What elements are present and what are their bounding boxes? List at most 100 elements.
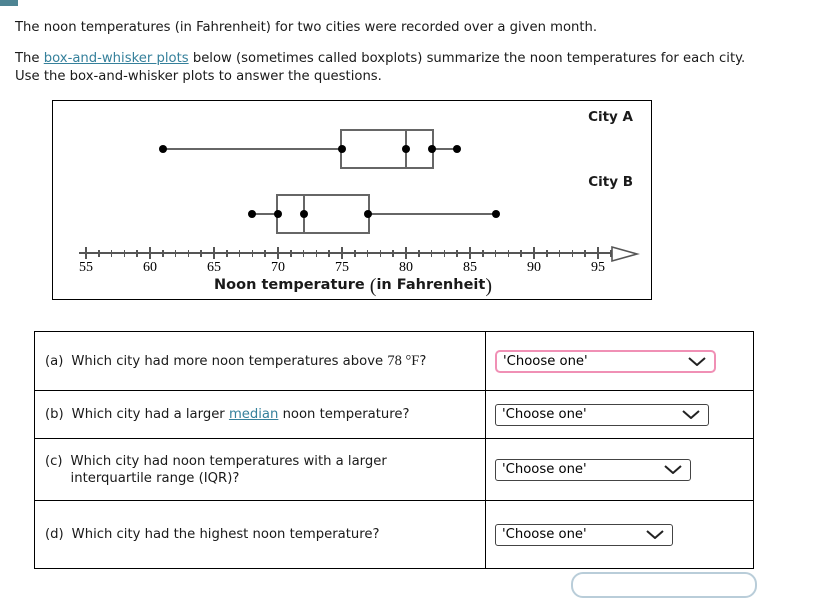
question-row-c: (c) Which city had noon temperatures wit… bbox=[35, 438, 753, 500]
axis-minor-tick bbox=[520, 250, 522, 257]
chevron-down-icon bbox=[682, 410, 700, 419]
max-dot bbox=[491, 210, 500, 218]
question-row-d: (d) Which city had the highest noon temp… bbox=[35, 500, 753, 568]
iqr-box bbox=[276, 194, 370, 234]
choose-one-dropdown-a[interactable]: 'Choose one' bbox=[495, 349, 716, 373]
axis-major-tick bbox=[149, 247, 151, 259]
axis-minor-tick bbox=[558, 250, 561, 257]
axis-minor-tick bbox=[456, 250, 458, 257]
axis-minor-tick bbox=[366, 250, 369, 257]
axis-minor-tick bbox=[98, 250, 100, 257]
axis-minor-tick bbox=[482, 250, 484, 257]
axis-major-tick bbox=[277, 247, 279, 259]
axis-minor-tick bbox=[136, 250, 138, 257]
min-dot bbox=[158, 145, 167, 153]
axis-minor-tick bbox=[418, 250, 420, 257]
min-dot bbox=[248, 210, 257, 218]
lower-whisker bbox=[162, 148, 342, 150]
city-a-label: City A bbox=[588, 109, 633, 125]
boxplot-figure: City A City B 55 60 65 70 75 80 85 90 95 Noon te… bbox=[52, 100, 652, 300]
axis-arrow-icon bbox=[611, 245, 640, 263]
lower-whisker bbox=[252, 213, 278, 215]
axis-minor-tick bbox=[507, 250, 510, 257]
axis-minor-tick bbox=[162, 250, 164, 257]
axis-major-tick bbox=[533, 247, 535, 259]
question-a-cell: (a) Which city had more noon temperature… bbox=[35, 332, 486, 390]
corner-accent-bar bbox=[0, 0, 18, 6]
question-row-a: (a) Which city had more noon temperature… bbox=[35, 332, 753, 390]
choose-one-dropdown-b[interactable]: 'Choose one' bbox=[495, 403, 709, 426]
chevron-down-icon bbox=[646, 530, 664, 539]
axis-major-tick bbox=[469, 247, 471, 259]
temperature-math-value: 78 °F bbox=[387, 352, 420, 369]
axis-line bbox=[79, 252, 615, 254]
axis-minor-tick bbox=[226, 250, 228, 257]
axis-minor-tick bbox=[354, 250, 356, 257]
axis-minor-tick bbox=[584, 250, 586, 257]
axis-tick-label: 55 bbox=[79, 260, 93, 275]
axis-major-tick bbox=[85, 247, 87, 259]
question-a-label: (a) bbox=[45, 353, 64, 369]
axis-minor-tick bbox=[123, 250, 126, 257]
q3-dot bbox=[363, 210, 372, 218]
question-c-text: Which city had noon temperatures with a … bbox=[70, 453, 387, 486]
axis-minor-tick bbox=[200, 250, 202, 257]
dropdown-b-value: 'Choose one' bbox=[502, 407, 587, 422]
intro-paragraph-2: The box-and-whisker plots below (sometim… bbox=[15, 50, 745, 85]
axis-tick-label: 70 bbox=[271, 260, 285, 275]
question-a-text: Which city had more noon temperatures ab… bbox=[71, 352, 427, 369]
intro-text-post: below (sometimes called boxplots) summar… bbox=[188, 51, 746, 67]
bottom-action-panel[interactable] bbox=[571, 572, 757, 598]
axis-tick-label: 95 bbox=[591, 260, 605, 275]
axis-minor-tick bbox=[290, 250, 292, 257]
question-b-label: (b) bbox=[45, 407, 64, 422]
question-c-label: (c) bbox=[45, 453, 63, 469]
box-and-whisker-plots-link[interactable]: box-and-whisker plots bbox=[43, 51, 189, 67]
axis-major-tick bbox=[597, 247, 599, 259]
axis-minor-tick bbox=[187, 250, 190, 257]
questions-table: (a) Which city had more noon temperature… bbox=[34, 331, 754, 569]
axis-tick-label: 65 bbox=[207, 260, 221, 275]
upper-whisker bbox=[367, 213, 496, 215]
question-d-label: (d) bbox=[45, 527, 64, 542]
axis-minor-tick bbox=[302, 250, 305, 257]
answer-b-cell: 'Choose one' bbox=[486, 391, 753, 438]
axis-minor-tick bbox=[110, 250, 113, 257]
choose-one-dropdown-d[interactable]: 'Choose one' bbox=[495, 523, 673, 546]
intro-paragraph-1: The noon temperatures (in Fahrenheit) fo… bbox=[15, 20, 598, 36]
choose-one-dropdown-c[interactable]: 'Choose one' bbox=[495, 458, 691, 481]
chevron-down-icon bbox=[664, 465, 682, 474]
answer-c-cell: 'Choose one' bbox=[486, 439, 753, 500]
axis-minor-tick bbox=[392, 250, 394, 257]
median-dot bbox=[299, 210, 308, 218]
axis-major-tick bbox=[405, 247, 407, 259]
q1-dot bbox=[338, 145, 346, 153]
question-d-cell: (d) Which city had the highest noon temp… bbox=[35, 501, 486, 568]
answer-a-cell: 'Choose one' bbox=[486, 332, 753, 390]
dropdown-c-value: 'Choose one' bbox=[502, 462, 587, 477]
intro-text-pre: The bbox=[15, 51, 44, 67]
axis-minor-tick bbox=[264, 250, 266, 257]
axis-major-tick bbox=[341, 247, 343, 259]
axis-minor-tick bbox=[443, 250, 446, 257]
question-row-b: (b) Which city had a larger median noon … bbox=[35, 390, 753, 438]
city-b-label: City B bbox=[588, 174, 633, 190]
axis-minor-tick bbox=[238, 250, 241, 257]
median-dot bbox=[402, 145, 410, 153]
dropdown-d-value: 'Choose one' bbox=[502, 527, 587, 542]
axis-minor-tick bbox=[571, 250, 574, 257]
axis-major-tick bbox=[213, 247, 215, 259]
q1-dot bbox=[274, 210, 282, 218]
axis-tick-label: 60 bbox=[143, 260, 157, 275]
question-d-text: Which city had the highest noon temperat… bbox=[71, 527, 380, 542]
median-link[interactable]: median bbox=[228, 407, 279, 422]
axis-minor-tick bbox=[610, 250, 612, 257]
axis-tick-label: 75 bbox=[335, 260, 349, 275]
x-axis-title: Noon temperature (in Fahrenheit) bbox=[214, 275, 492, 297]
chevron-down-icon bbox=[688, 356, 706, 366]
axis-minor-tick bbox=[494, 250, 497, 257]
axis-minor-tick bbox=[328, 250, 330, 257]
axis-minor-tick bbox=[379, 250, 382, 257]
max-dot bbox=[453, 145, 462, 153]
upper-whisker bbox=[431, 148, 458, 150]
